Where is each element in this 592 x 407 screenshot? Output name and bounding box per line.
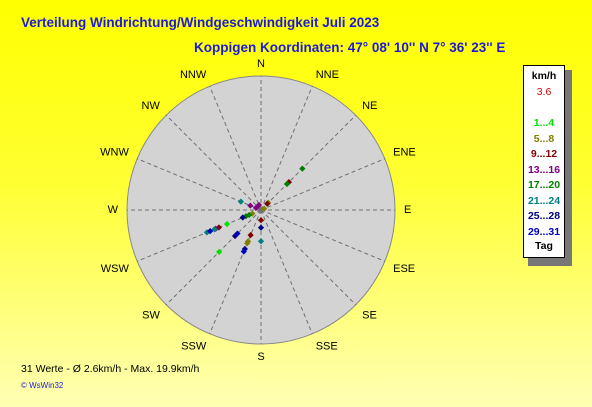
chart-title: Verteilung Windrichtung/Windgeschwindigk… <box>21 15 380 30</box>
spoke-nnw <box>209 86 262 211</box>
stats-summary: 31 Werte - Ø 2.6km/h - Max. 19.9km/h <box>21 363 200 375</box>
direction-label-nw: NW <box>142 100 161 112</box>
direction-label-nne: NNE <box>316 69 339 81</box>
legend-range-5: 17...20 <box>527 179 561 191</box>
direction-label-ne: NE <box>362 100 377 112</box>
spoke-ese <box>260 209 385 262</box>
spoke-ne <box>260 114 357 211</box>
direction-label-sw: SW <box>142 309 160 321</box>
legend-range-6: 21...24 <box>527 194 561 207</box>
direction-label-n: N <box>257 58 265 70</box>
legend-range-1: 1...4 <box>533 117 555 129</box>
direction-label-ssw: SSW <box>181 340 207 352</box>
chart-subtitle: Koppigen Koordinaten: 47° 08' 10'' N 7° … <box>194 40 506 55</box>
data-point-day-21 <box>237 198 245 205</box>
legend-calm-value: 3.6 <box>536 86 552 98</box>
direction-label-sse: SSE <box>316 340 338 352</box>
data-point-day-10 <box>247 232 254 239</box>
direction-label-ese: ESE <box>393 263 415 275</box>
direction-label-se: SE <box>362 309 377 321</box>
legend-range-8: 29...31 <box>527 225 561 238</box>
data-point-day-31 <box>207 227 214 235</box>
data-point-day-14 <box>247 202 254 209</box>
direction-label-ene: ENE <box>393 146 416 158</box>
legend-unit: km/h <box>531 70 557 82</box>
spoke-ene <box>260 158 385 211</box>
direction-label-e: E <box>404 204 411 216</box>
copyright-text: © WsWin32 <box>21 381 64 390</box>
spoke-se <box>260 209 357 306</box>
legend-range-7: 25...28 <box>527 210 561 222</box>
data-point-day-7 <box>261 205 268 212</box>
data-point-day-4 <box>244 240 251 247</box>
legend-range-3: 9...12 <box>530 148 558 160</box>
speed-legend: km/h 3.6 1...4 5...8 9...12 13...16 17...20 2… <box>523 65 565 258</box>
data-point-day-29 <box>240 248 247 255</box>
spoke-sse <box>260 209 313 334</box>
direction-label-s: S <box>257 351 264 363</box>
direction-label-nnw: NNW <box>180 69 207 81</box>
spoke-sw <box>165 209 262 306</box>
direction-label-wsw: WSW <box>101 263 130 275</box>
spoke-wsw <box>137 209 262 262</box>
legend-range-4: 13...16 <box>527 163 561 176</box>
legend-footer: Tag <box>535 240 553 252</box>
spoke-nne <box>260 86 313 211</box>
spoke-nw <box>165 114 262 211</box>
legend-range-2: 5...8 <box>533 132 555 145</box>
direction-label-wnw: WNW <box>100 146 129 158</box>
spoke-ssw <box>209 209 262 334</box>
direction-label-w: W <box>108 204 119 216</box>
